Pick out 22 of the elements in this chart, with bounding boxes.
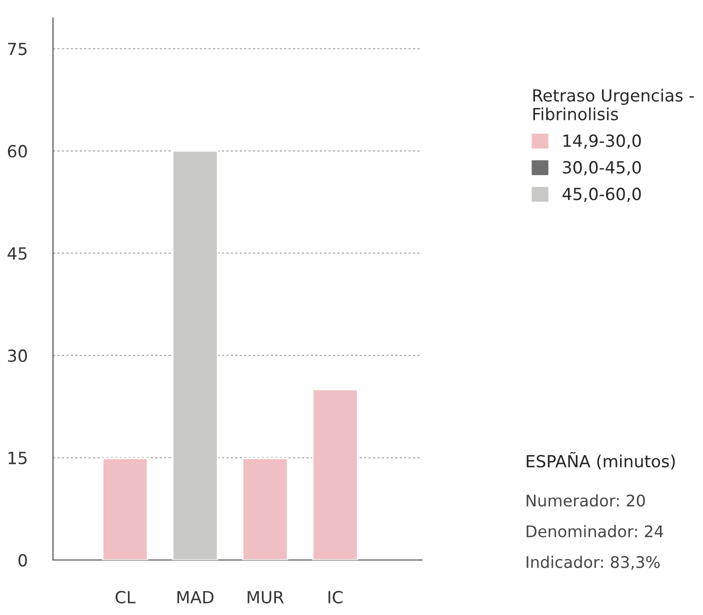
bar xyxy=(172,150,218,560)
y-tick-label: 30 xyxy=(8,349,27,362)
bar xyxy=(102,458,148,560)
x-tick-label: MAD xyxy=(177,591,214,604)
text: Numerador: 20 xyxy=(526,494,645,507)
y-tick-label: 0 xyxy=(18,554,27,567)
y-tick-label: 60 xyxy=(8,144,27,158)
text: Denominador: 24 xyxy=(526,524,664,538)
legend-label: 14,9-30,0 xyxy=(564,134,641,149)
x-tick-label: CL xyxy=(116,590,136,604)
legend-title: Retraso Urgencias - Fibrinolisis xyxy=(533,88,694,120)
x-tick-label: MUR xyxy=(248,591,284,604)
x-tick-label: IC xyxy=(328,590,343,604)
text: ESPAÑA (minutos) xyxy=(526,452,675,470)
bar xyxy=(312,388,358,560)
bar xyxy=(242,458,288,560)
y-tick-label: 15 xyxy=(8,452,27,464)
legend-label: 30,0-45,0 xyxy=(562,161,641,176)
legend-label: 45,0-60,0 xyxy=(562,188,641,202)
text: Indicador: 83,3% xyxy=(526,556,660,570)
y-tick-label: 75 xyxy=(8,42,27,56)
y-tick-label: 45 xyxy=(8,247,27,260)
